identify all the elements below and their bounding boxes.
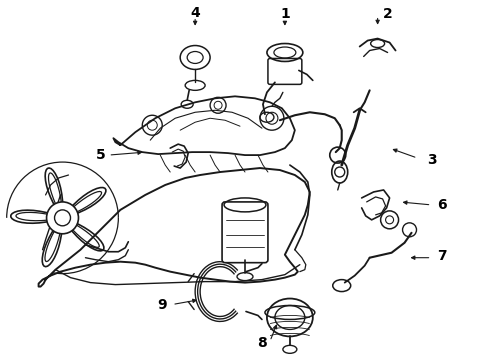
- Text: 3: 3: [427, 153, 436, 167]
- Text: 8: 8: [257, 336, 267, 350]
- Text: 7: 7: [437, 249, 446, 263]
- Circle shape: [47, 202, 78, 234]
- FancyBboxPatch shape: [268, 58, 302, 84]
- Text: 1: 1: [280, 6, 290, 21]
- Text: 6: 6: [437, 198, 446, 212]
- Text: 4: 4: [190, 6, 200, 20]
- Text: 5: 5: [96, 148, 105, 162]
- Text: 9: 9: [157, 297, 167, 311]
- FancyBboxPatch shape: [222, 202, 268, 263]
- Text: 2: 2: [383, 6, 392, 21]
